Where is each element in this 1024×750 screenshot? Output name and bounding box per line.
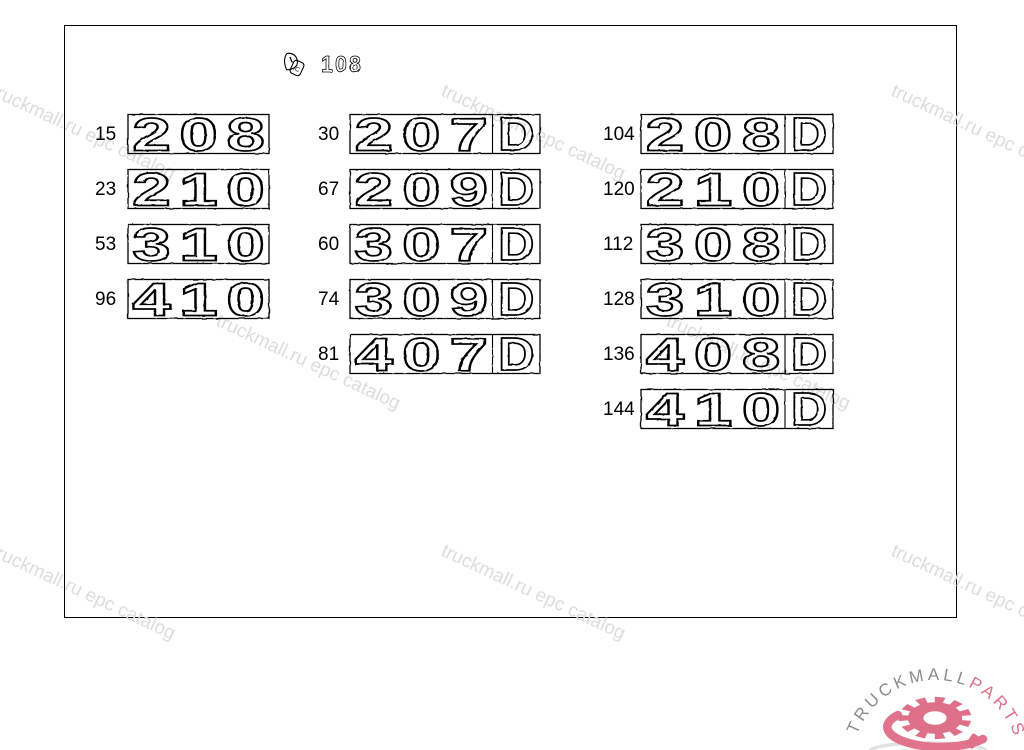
svg-text:9: 9	[450, 165, 488, 216]
svg-text:128: 128	[603, 289, 635, 310]
svg-text:0: 0	[226, 220, 264, 271]
svg-text:0: 0	[694, 330, 732, 381]
svg-text:2: 2	[355, 165, 393, 216]
svg-text:4: 4	[646, 385, 685, 436]
svg-text:23: 23	[95, 179, 116, 200]
svg-text:67: 67	[318, 179, 339, 200]
svg-text:1: 1	[179, 275, 217, 326]
svg-text:D: D	[498, 275, 534, 326]
svg-text:3: 3	[355, 275, 393, 326]
svg-text:0: 0	[742, 165, 780, 216]
svg-text:144: 144	[603, 399, 635, 420]
svg-text:0: 0	[742, 385, 780, 436]
svg-text:8: 8	[349, 51, 361, 77]
svg-text:D: D	[791, 385, 827, 436]
svg-text:0: 0	[226, 275, 264, 326]
svg-text:0: 0	[179, 110, 217, 161]
svg-text:7: 7	[450, 110, 488, 161]
svg-text:1: 1	[321, 51, 333, 77]
svg-text:8: 8	[742, 330, 780, 381]
svg-text:9: 9	[450, 275, 488, 326]
svg-text:8: 8	[742, 110, 780, 161]
svg-text:D: D	[498, 220, 534, 271]
svg-text:8: 8	[226, 110, 264, 161]
svg-text:74: 74	[318, 289, 340, 310]
svg-text:30: 30	[318, 124, 339, 145]
svg-text:0: 0	[694, 110, 732, 161]
svg-text:D: D	[791, 220, 827, 271]
svg-text:104: 104	[603, 124, 635, 145]
svg-text:D: D	[498, 165, 534, 216]
svg-text:136: 136	[603, 344, 635, 365]
svg-text:4: 4	[355, 330, 394, 381]
svg-text:D: D	[791, 275, 827, 326]
svg-text:81: 81	[318, 344, 339, 365]
svg-text:D: D	[498, 330, 534, 381]
svg-text:120: 120	[603, 179, 635, 200]
svg-text:1: 1	[694, 165, 732, 216]
svg-text:2: 2	[355, 110, 393, 161]
svg-text:3: 3	[355, 220, 393, 271]
svg-text:0: 0	[402, 220, 440, 271]
svg-text:2: 2	[646, 165, 684, 216]
svg-text:D: D	[791, 330, 827, 381]
svg-text:2: 2	[132, 165, 170, 216]
svg-text:4: 4	[132, 275, 171, 326]
svg-text:60: 60	[318, 234, 339, 255]
svg-text:0: 0	[402, 275, 440, 326]
svg-text:4: 4	[646, 330, 685, 381]
svg-text:0: 0	[226, 165, 264, 216]
svg-text:7: 7	[450, 330, 488, 381]
svg-text:3: 3	[132, 220, 170, 271]
svg-text:2: 2	[646, 110, 684, 161]
svg-text:D: D	[791, 110, 827, 161]
svg-text:0: 0	[402, 330, 440, 381]
svg-text:0: 0	[742, 275, 780, 326]
svg-text:D: D	[498, 110, 534, 161]
svg-text:0: 0	[335, 51, 347, 77]
svg-text:0: 0	[402, 165, 440, 216]
svg-text:0: 0	[694, 220, 732, 271]
svg-text:IC: IC	[292, 65, 301, 74]
svg-text:8: 8	[742, 220, 780, 271]
svg-text:3: 3	[646, 220, 684, 271]
svg-text:1: 1	[694, 275, 732, 326]
svg-text:1: 1	[694, 385, 732, 436]
svg-text:3: 3	[646, 275, 684, 326]
svg-text:7: 7	[450, 220, 488, 271]
svg-text:1: 1	[179, 165, 217, 216]
svg-text:15: 15	[95, 124, 116, 145]
svg-text:2: 2	[132, 110, 170, 161]
svg-text:112: 112	[603, 234, 633, 255]
svg-text:1: 1	[179, 220, 217, 271]
svg-text:0: 0	[402, 110, 440, 161]
svg-text:D: D	[791, 165, 827, 216]
svg-text:53: 53	[95, 234, 116, 255]
svg-text:96: 96	[95, 289, 116, 310]
